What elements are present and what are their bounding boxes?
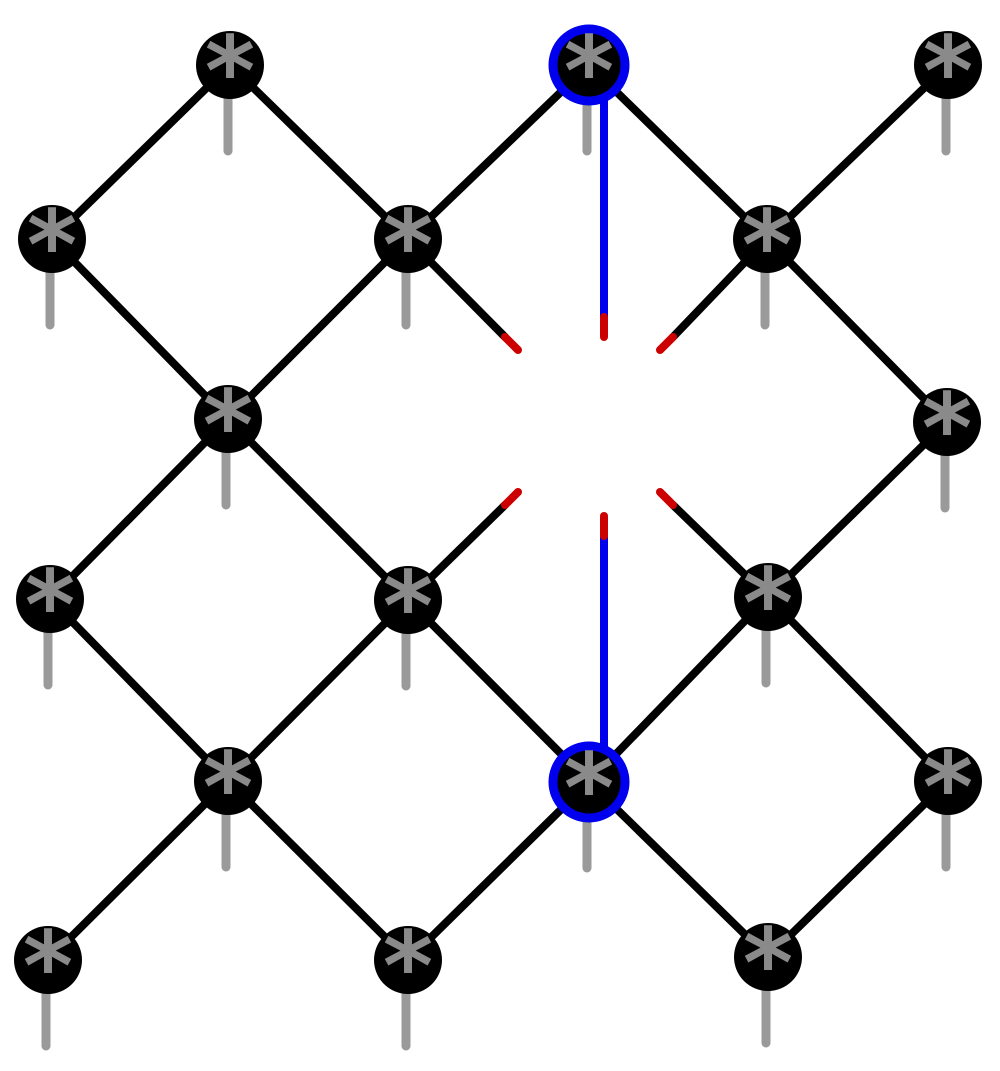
bond-edge (224, 777, 412, 964)
cut-marker (501, 488, 522, 509)
node-circle (374, 566, 442, 634)
tensor-node: * (914, 732, 982, 844)
node-circle (194, 385, 262, 453)
bond-edge (224, 596, 412, 785)
stems-layer (41, 80, 951, 1051)
node-circle (733, 205, 801, 273)
node-asterisk-label: * (923, 732, 973, 844)
bond-edge (44, 777, 232, 964)
highlighted-tensor-node: * (548, 733, 630, 845)
cut-marker (501, 333, 522, 354)
node-circle (734, 923, 802, 991)
node-asterisk-label: * (564, 733, 614, 845)
node-circle (194, 747, 262, 815)
tensor-node: * (913, 373, 981, 485)
node-asterisk-label: * (743, 908, 793, 1020)
tensor-node: * (734, 908, 802, 1020)
bond-edge (404, 778, 593, 964)
tensor-node: * (14, 911, 82, 1023)
node-asterisk-label: * (923, 16, 973, 128)
bond-edge (763, 61, 952, 243)
node-asterisk-label: * (25, 550, 75, 662)
cut-marker (656, 333, 677, 354)
node-asterisk-label: * (23, 911, 73, 1023)
tensor-node: * (196, 16, 264, 128)
node-circle (374, 926, 442, 994)
node-asterisk-label: * (203, 732, 253, 844)
node-circle (16, 565, 84, 633)
bond-edge (764, 593, 952, 785)
tensor-node: * (194, 370, 262, 482)
node-circle (374, 205, 442, 273)
tensor-node: * (374, 551, 442, 663)
tensor-node: * (16, 550, 84, 662)
bond-edge (585, 778, 772, 961)
node-asterisk-label: * (203, 370, 253, 482)
bond-edge (404, 61, 593, 243)
node-circle (18, 205, 86, 273)
bond-edge (224, 235, 412, 423)
node-circle (14, 926, 82, 994)
cut-marker (656, 488, 677, 509)
tensor-node: * (374, 911, 442, 1023)
tensor-node: * (734, 548, 802, 660)
tensor-node: * (18, 190, 86, 302)
bond-edge (763, 235, 951, 426)
bond-edge (585, 61, 771, 243)
node-asterisk-label: * (743, 548, 793, 660)
tensor-node: * (194, 732, 262, 844)
bond-edge (46, 415, 232, 603)
node-asterisk-label: * (742, 190, 792, 302)
bond-edge (48, 235, 232, 423)
node-asterisk-label: * (27, 190, 77, 302)
node-circle (913, 388, 981, 456)
tensor-node: * (914, 16, 982, 128)
bond-edge (224, 415, 412, 604)
node-asterisk-label: * (205, 16, 255, 128)
bond-edge (48, 61, 234, 243)
tensor-node: * (374, 190, 442, 302)
node-asterisk-label: * (383, 911, 433, 1023)
node-asterisk-label: * (564, 16, 614, 128)
bond-edge (226, 61, 412, 243)
node-circle (734, 563, 802, 631)
node-circle (548, 24, 630, 106)
bond-edge (764, 777, 952, 961)
node-circle (548, 741, 630, 823)
nodes-layer: * * * * * * * * * * * * * * * * * (14, 16, 982, 1023)
node-asterisk-label: * (383, 551, 433, 663)
bond-edge (585, 593, 772, 786)
bond-edge (46, 595, 232, 785)
tensor-node: * (733, 190, 801, 302)
edges-layer (44, 61, 952, 964)
node-circle (914, 747, 982, 815)
node-circle (196, 31, 264, 99)
node-circle (914, 31, 982, 99)
node-asterisk-label: * (383, 190, 433, 302)
highlighted-tensor-node: * (548, 16, 630, 128)
bond-edge (404, 596, 593, 786)
bond-edge (764, 418, 951, 601)
node-asterisk-label: * (922, 373, 972, 485)
